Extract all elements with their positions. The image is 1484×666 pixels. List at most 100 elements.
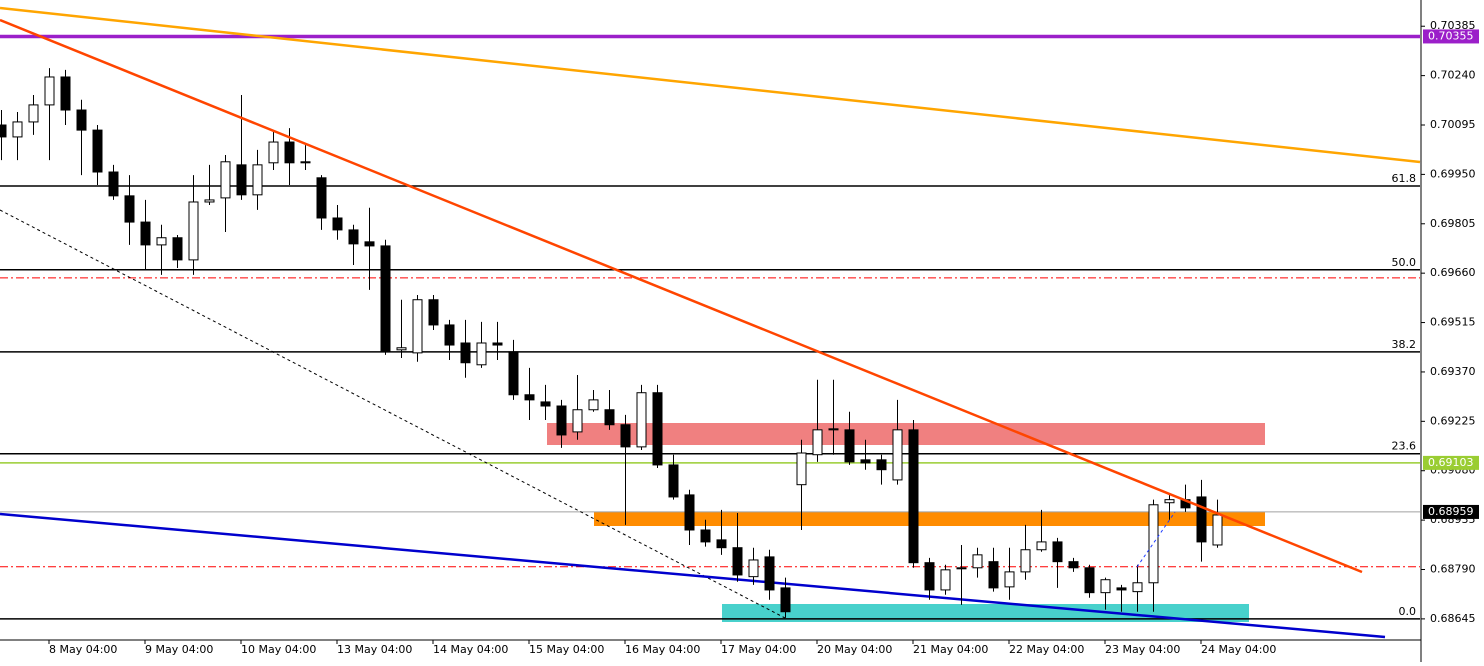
x-tick-label: 14 May 04:00 (433, 643, 508, 656)
y-tick-label: 0.69660 (1430, 266, 1476, 279)
bear-candle-body (1052, 541, 1063, 563)
bear-candle-body (620, 424, 631, 448)
bear-candle-body (172, 237, 183, 261)
bear-candle-body (524, 394, 535, 401)
bear-candle-body (780, 587, 791, 613)
x-tick-label: 24 May 04:00 (1201, 643, 1276, 656)
y-tick-label: 0.70095 (1430, 118, 1476, 131)
bull-candle-body (12, 121, 23, 138)
bull-candle-body (1164, 499, 1175, 504)
price-tag (1423, 504, 1479, 519)
x-tick-label: 23 May 04:00 (1105, 643, 1180, 656)
bear-candle-body (492, 342, 503, 346)
y-tick-label: 0.69515 (1430, 316, 1476, 329)
price-tag-label: 0.70355 (1428, 29, 1474, 42)
x-tick-label: 13 May 04:00 (337, 643, 412, 656)
bear-candle-body (1196, 496, 1207, 543)
blue-trendline (0, 512, 1386, 639)
bear-candle-body (316, 177, 327, 219)
y-tick-label: 0.69225 (1430, 414, 1476, 427)
y-tick-label: 0.68645 (1430, 612, 1476, 625)
bull-candle-body (828, 428, 839, 431)
bear-candle-body (652, 392, 663, 466)
x-tick-label: 22 May 04:00 (1009, 643, 1084, 656)
orange-trendline (0, 6, 1421, 164)
bear-candle-body (540, 401, 551, 407)
x-tick-label: 10 May 04:00 (241, 643, 316, 656)
x-tick-label: 15 May 04:00 (529, 643, 604, 656)
y-tick-label: 0.69950 (1430, 167, 1476, 180)
bear-candle-body (844, 429, 855, 463)
bull-candle-body (204, 199, 215, 203)
bear-candle-body (764, 556, 775, 591)
support-zone (722, 604, 1249, 622)
bear-candle-body (380, 245, 391, 353)
bull-candle-body (636, 392, 647, 448)
bear-candle-body (860, 459, 871, 464)
x-tick-label: 20 May 04:00 (817, 643, 892, 656)
bull-candle-body (476, 342, 487, 366)
bull-candle-body (1212, 514, 1223, 546)
bear-candle-body (732, 547, 743, 576)
bull-candle-body (796, 452, 807, 486)
bear-candle-body (284, 141, 295, 164)
bear-candle-body (460, 342, 471, 364)
bear-candle-body (508, 351, 519, 396)
x-tick-label: 16 May 04:00 (625, 643, 700, 656)
x-tick-label: 21 May 04:00 (913, 643, 988, 656)
bear-candle-body (1116, 587, 1127, 591)
bull-candle-body (300, 161, 311, 164)
bull-candle-body (412, 299, 423, 354)
bull-candle-body (28, 104, 39, 123)
bear-candle-body (124, 195, 135, 223)
pivot-zone (594, 512, 1265, 526)
bear-candle-body (108, 171, 119, 197)
bear-candle-body (332, 217, 343, 231)
bear-candle-body (556, 405, 567, 436)
bull-candle-body (588, 399, 599, 411)
dotted-trendline (0, 209, 786, 619)
price-tag-label: 0.69103 (1428, 456, 1474, 469)
bull-candle-body (1148, 504, 1159, 584)
resistance-zone (547, 423, 1265, 445)
bear-candle-body (76, 109, 87, 131)
bear-candle-body (956, 567, 967, 570)
bear-candle-body (60, 76, 71, 111)
bull-candle-body (220, 161, 231, 199)
bull-candle-body (1100, 579, 1111, 594)
fib-level-label: 23.6 (1392, 440, 1417, 453)
bear-candle-body (1084, 567, 1095, 594)
bear-candle-body (348, 229, 359, 245)
y-tick-label: 0.69805 (1430, 217, 1476, 230)
bull-candle-body (748, 559, 759, 578)
bear-candle-body (428, 299, 439, 326)
bear-candle-body (716, 539, 727, 549)
bull-candle-body (892, 429, 903, 481)
price-tag-label: 0.68959 (1428, 505, 1474, 518)
bull-candle-body (1036, 541, 1047, 551)
bull-candle-body (396, 347, 407, 351)
x-tick-label: 8 May 04:00 (49, 643, 117, 656)
x-tick-label: 9 May 04:00 (145, 643, 213, 656)
bear-candle-body (700, 529, 711, 543)
bull-candle-body (188, 201, 199, 261)
x-tick-label: 17 May 04:00 (721, 643, 796, 656)
bear-candle-body (140, 221, 151, 246)
bull-candle-body (1132, 582, 1143, 593)
fib-level-label: 38.2 (1392, 338, 1417, 351)
price-tag (1423, 29, 1479, 44)
bull-candle-body (1020, 549, 1031, 573)
bear-candle-body (876, 459, 887, 471)
bear-candle-body (1068, 561, 1079, 569)
bull-candle-body (972, 554, 983, 569)
red-trendline (0, 18, 1363, 574)
y-tick-label: 0.70240 (1430, 69, 1476, 82)
fib-level-label: 50.0 (1392, 256, 1417, 269)
bear-candle-body (668, 464, 679, 498)
y-tick-label: 0.68790 (1430, 562, 1476, 575)
projection-line (1136, 511, 1176, 568)
bear-candle-body (0, 124, 7, 138)
bear-candle-body (924, 562, 935, 591)
